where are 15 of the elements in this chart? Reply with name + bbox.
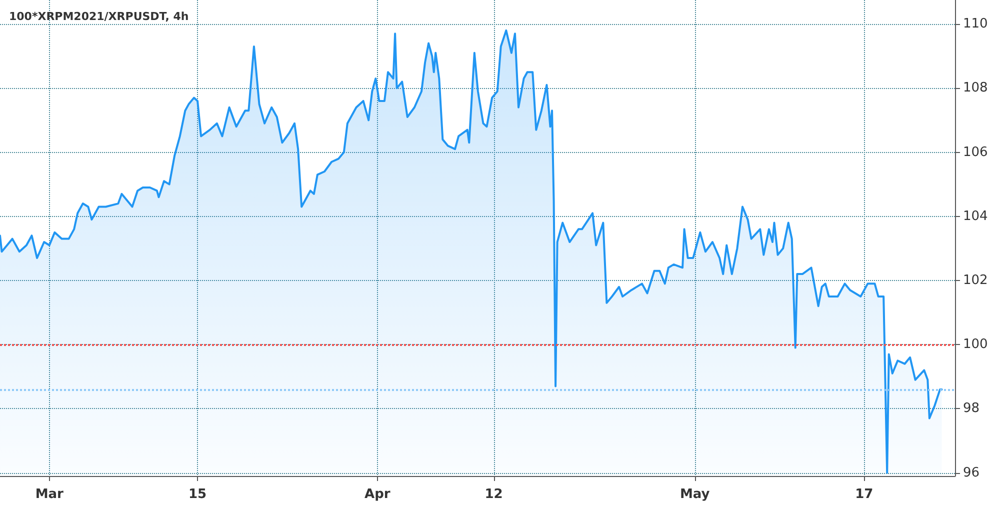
x-tick-label: Mar	[35, 487, 64, 502]
x-tick-label: Apr	[364, 487, 391, 502]
y-tick-label: 100	[963, 337, 988, 352]
x-tick-label: 15	[188, 487, 207, 502]
y-tick-label: 96	[963, 465, 980, 480]
x-tick-label: 17	[855, 487, 874, 502]
x-tick-label: May	[680, 487, 710, 502]
y-tick-label: 98	[963, 401, 980, 416]
y-tick-label: 102	[963, 272, 988, 288]
y-tick-label: 108	[963, 80, 988, 96]
x-tick-label: 12	[484, 487, 503, 502]
y-tick-label: 110	[963, 16, 988, 32]
text: 100*XRPM2021/XRPUSDT, 4h	[9, 10, 189, 23]
y-tick-label: 104	[963, 208, 988, 224]
y-tick-label: 106	[963, 144, 988, 160]
